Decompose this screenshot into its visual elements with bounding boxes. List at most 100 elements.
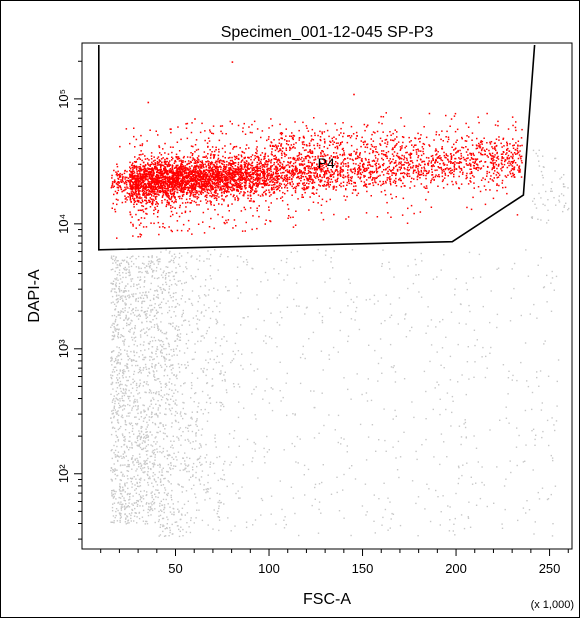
- event-dot: [216, 305, 218, 308]
- event-dot: [462, 464, 464, 466]
- event-dot: [174, 340, 176, 342]
- event-dot: [135, 502, 137, 504]
- event-dot: [180, 179, 182, 182]
- event-dot: [169, 365, 171, 368]
- event-dot: [139, 197, 141, 200]
- event-dot: [127, 355, 129, 357]
- event-dot: [156, 346, 158, 348]
- event-dot: [182, 160, 184, 162]
- event-dot: [117, 509, 119, 512]
- event-dot: [159, 286, 161, 289]
- event-dot: [155, 496, 157, 498]
- event-dot: [330, 261, 332, 263]
- event-dot: [191, 411, 193, 413]
- event-dot: [432, 278, 435, 280]
- event-dot: [220, 370, 222, 372]
- event-dot: [175, 305, 177, 308]
- event-dot: [194, 448, 196, 450]
- event-dot: [168, 393, 170, 396]
- event-dot: [367, 378, 369, 380]
- event-dot: [218, 139, 221, 142]
- event-dot: [124, 464, 126, 466]
- event-dot: [174, 389, 177, 391]
- event-dot: [195, 432, 197, 434]
- event-dot: [203, 151, 206, 153]
- event-dot: [162, 484, 165, 486]
- event-dot: [163, 332, 165, 335]
- event-dot: [153, 479, 156, 481]
- event-dot: [135, 307, 137, 309]
- event-dot: [135, 384, 138, 386]
- event-dot: [365, 459, 368, 461]
- event-dot: [129, 357, 131, 360]
- event-dot: [385, 182, 387, 184]
- event-dot: [163, 511, 165, 514]
- event-dot: [146, 213, 148, 215]
- event-dot: [418, 274, 420, 276]
- event-dot: [111, 364, 113, 366]
- event-dot: [251, 460, 253, 463]
- event-dot: [244, 192, 246, 194]
- event-dot: [264, 177, 266, 179]
- event-dot: [221, 338, 223, 340]
- event-dot: [124, 438, 126, 440]
- event-dot: [260, 177, 262, 180]
- event-dot: [171, 499, 173, 501]
- event-dot: [123, 400, 125, 402]
- event-dot: [160, 500, 162, 502]
- event-dot: [117, 311, 120, 314]
- event-dot: [460, 443, 462, 446]
- event-dot: [128, 324, 131, 326]
- event-dot: [113, 520, 115, 522]
- event-dot: [389, 178, 391, 181]
- event-dot: [174, 384, 176, 386]
- event-dot: [453, 167, 456, 169]
- event-dot: [220, 402, 223, 404]
- event-dot: [147, 172, 149, 174]
- event-dot: [156, 266, 158, 269]
- event-dot: [160, 251, 162, 253]
- event-dot: [333, 173, 335, 175]
- event-dot: [153, 375, 155, 377]
- event-dot: [118, 372, 120, 375]
- event-dot: [163, 438, 165, 440]
- event-dot: [193, 158, 195, 160]
- event-dot: [452, 183, 454, 186]
- event-dot: [200, 476, 203, 478]
- event-dot: [279, 168, 282, 170]
- event-dot: [454, 161, 456, 163]
- event-dot: [565, 202, 567, 204]
- event-dot: [502, 364, 505, 366]
- event-dot: [162, 424, 164, 426]
- event-dot: [492, 197, 495, 200]
- event-dot: [139, 315, 141, 317]
- event-dot: [199, 171, 202, 173]
- event-dot: [138, 255, 140, 258]
- event-dot: [392, 446, 394, 448]
- event-dot: [180, 255, 183, 257]
- event-dot: [154, 422, 156, 425]
- event-dot: [115, 413, 118, 415]
- event-dot: [451, 395, 454, 398]
- event-dot: [551, 181, 553, 183]
- event-dot: [255, 148, 258, 150]
- event-dot: [164, 477, 166, 480]
- event-dot: [169, 511, 172, 513]
- event-dot: [171, 306, 173, 308]
- event-dot: [348, 278, 350, 281]
- event-dot: [172, 174, 174, 176]
- event-dot: [173, 465, 175, 467]
- event-dot: [235, 181, 237, 183]
- event-dot: [220, 405, 222, 407]
- event-dot: [135, 138, 138, 141]
- event-dot: [181, 197, 183, 200]
- event-dot: [441, 347, 444, 349]
- event-dot: [284, 169, 287, 172]
- event-dot: [509, 171, 511, 173]
- event-dot: [247, 197, 249, 200]
- event-dot: [395, 144, 397, 146]
- event-dot: [223, 183, 226, 185]
- event-dot: [193, 173, 195, 176]
- event-dot: [126, 260, 128, 263]
- event-dot: [322, 369, 324, 371]
